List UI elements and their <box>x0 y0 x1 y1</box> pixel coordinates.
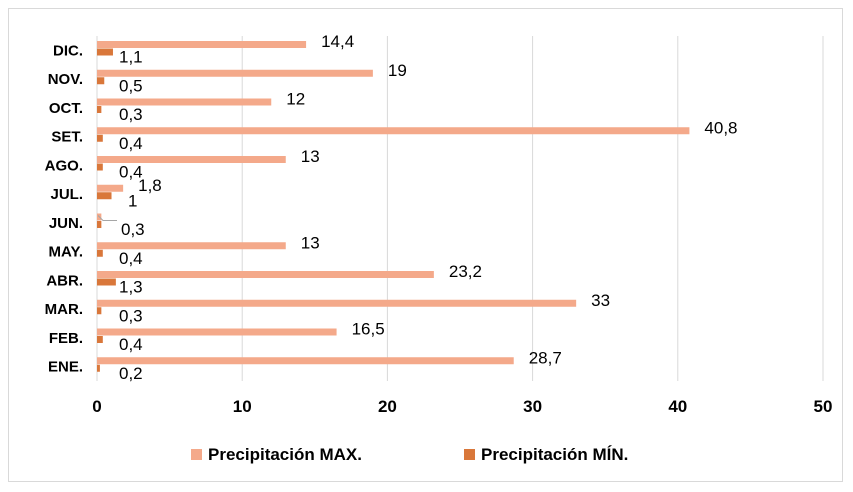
category-label: MAY. <box>49 244 83 261</box>
category-label: FEB. <box>49 330 83 347</box>
bar-max <box>97 184 124 192</box>
bar-min <box>97 364 100 372</box>
leader-line <box>97 215 117 221</box>
bar-min <box>97 134 103 142</box>
bar-min <box>97 249 103 257</box>
bar-min <box>97 192 112 200</box>
data-label-min: 0,4 <box>119 163 143 182</box>
data-label-max: 13 <box>301 147 320 166</box>
data-label-max: 23,2 <box>449 262 482 281</box>
data-label-max: 28,7 <box>529 348 562 367</box>
x-tick-label: 50 <box>814 397 833 416</box>
category-label: MAR. <box>45 301 83 318</box>
bar-min <box>97 48 113 56</box>
data-label-max: 12 <box>286 90 305 109</box>
x-tick-label: 0 <box>92 397 101 416</box>
data-label-min: 1,3 <box>119 278 143 297</box>
bar-min <box>97 106 102 113</box>
bar-max <box>97 271 434 278</box>
bar-max <box>97 127 690 135</box>
data-label-max: 33 <box>591 291 610 310</box>
category-label: OCT. <box>49 100 83 117</box>
data-label-max: 16,5 <box>352 320 385 339</box>
bar-max <box>97 98 272 106</box>
x-tick-label: 40 <box>668 397 687 416</box>
data-label-min: 0,4 <box>119 249 143 268</box>
bar-min <box>97 307 102 315</box>
x-tick-label: 20 <box>378 397 397 416</box>
data-label-max: 19 <box>388 61 407 80</box>
category-label: JUN. <box>49 215 83 232</box>
data-label-min: 1 <box>128 191 137 210</box>
bar-max <box>97 156 286 163</box>
legend-swatch-max <box>191 449 202 460</box>
data-label-min: 0,4 <box>119 134 143 153</box>
bar-max <box>97 328 337 336</box>
bar-min <box>97 336 103 343</box>
category-label: ENE. <box>48 359 83 376</box>
data-label-min: 0,4 <box>119 335 143 354</box>
data-label-min: 0,3 <box>119 105 143 124</box>
x-tick-label: 10 <box>233 397 252 416</box>
bar-min <box>97 221 102 228</box>
data-label-max: 1,8 <box>138 176 162 195</box>
bar-min <box>97 278 116 286</box>
bar-max <box>97 242 286 250</box>
x-tick-label: 30 <box>523 397 542 416</box>
data-label-max: 14,4 <box>321 32 354 51</box>
data-label-min: 0,2 <box>119 364 143 383</box>
category-label: DIC. <box>53 42 83 59</box>
data-label-max: 40,8 <box>704 118 737 137</box>
data-label-min: 0,3 <box>119 306 143 325</box>
bar-max <box>97 357 514 365</box>
category-label: NOV. <box>48 71 83 88</box>
category-label: JUL. <box>50 186 83 203</box>
legend-label-min: Precipitación MÍN. <box>481 445 628 464</box>
bar-max <box>97 299 577 307</box>
bar-min <box>97 163 103 171</box>
data-label-max: 13 <box>301 233 320 252</box>
category-label: AGO. <box>45 157 83 174</box>
data-label-min: 1,1 <box>119 48 143 67</box>
bar-min <box>97 77 105 85</box>
data-label-min: 0,3 <box>121 220 145 239</box>
bar-max <box>97 41 307 48</box>
category-label: SET. <box>51 129 83 146</box>
legend-swatch-min <box>464 449 475 460</box>
category-label: ABR. <box>46 272 83 289</box>
data-label-min: 0,5 <box>119 76 143 95</box>
bar-max <box>97 69 373 77</box>
legend-label-max: Precipitación MAX. <box>208 445 362 464</box>
